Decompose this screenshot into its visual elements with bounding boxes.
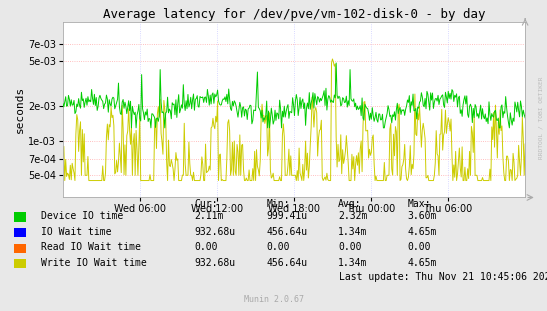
Text: 0.00: 0.00 <box>266 242 290 252</box>
Text: 932.68u: 932.68u <box>194 227 235 237</box>
Text: 4.65m: 4.65m <box>408 227 437 237</box>
Text: Read IO Wait time: Read IO Wait time <box>41 242 141 252</box>
Text: 2.11m: 2.11m <box>194 211 224 221</box>
Text: 1.34m: 1.34m <box>338 227 368 237</box>
Text: Last update: Thu Nov 21 10:45:06 2024: Last update: Thu Nov 21 10:45:06 2024 <box>339 272 547 282</box>
Title: Average latency for /dev/pve/vm-102-disk-0 - by day: Average latency for /dev/pve/vm-102-disk… <box>103 7 485 21</box>
Text: Write IO Wait time: Write IO Wait time <box>41 258 147 268</box>
Text: 3.60m: 3.60m <box>408 211 437 221</box>
Text: Cur:: Cur: <box>194 199 218 209</box>
Y-axis label: seconds: seconds <box>15 86 25 133</box>
Text: Munin 2.0.67: Munin 2.0.67 <box>243 295 304 304</box>
Text: 0.00: 0.00 <box>408 242 431 252</box>
Text: 0.00: 0.00 <box>194 242 218 252</box>
Text: Device IO time: Device IO time <box>41 211 123 221</box>
Text: 0.00: 0.00 <box>338 242 362 252</box>
Text: Max:: Max: <box>408 199 431 209</box>
Text: RRDTOOL / TOBI OETIKER: RRDTOOL / TOBI OETIKER <box>538 77 543 160</box>
Text: 999.41u: 999.41u <box>266 211 307 221</box>
Text: 1.34m: 1.34m <box>338 258 368 268</box>
Text: IO Wait time: IO Wait time <box>41 227 112 237</box>
Text: Min:: Min: <box>266 199 290 209</box>
Text: 2.32m: 2.32m <box>338 211 368 221</box>
Text: Avg:: Avg: <box>338 199 362 209</box>
Text: 4.65m: 4.65m <box>408 258 437 268</box>
Text: 456.64u: 456.64u <box>266 227 307 237</box>
Text: 456.64u: 456.64u <box>266 258 307 268</box>
Text: 932.68u: 932.68u <box>194 258 235 268</box>
